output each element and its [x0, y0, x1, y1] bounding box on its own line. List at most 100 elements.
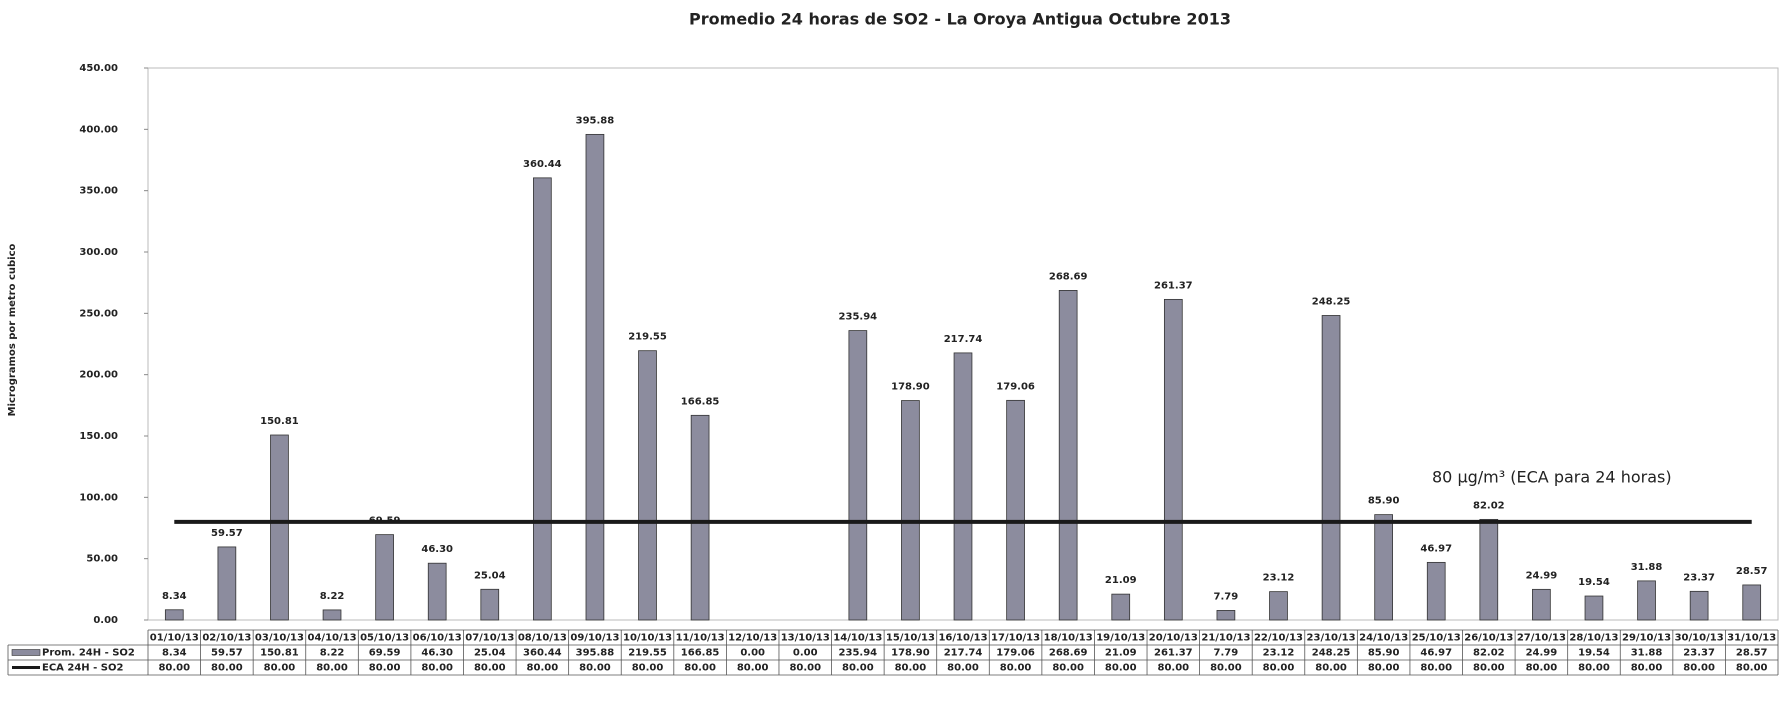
table-cell: 80.00	[369, 663, 401, 674]
y-tick-label: 100.00	[79, 492, 118, 503]
bar	[1742, 584, 1762, 621]
table-cell: 31.88	[1631, 648, 1663, 659]
x-tick-label: 21/10/13	[1201, 633, 1250, 644]
table-cell: 23.37	[1683, 648, 1715, 659]
x-tick-label: 02/10/13	[202, 633, 251, 644]
table-cell: 219.55	[628, 648, 667, 659]
data-label: 219.55	[628, 332, 667, 343]
table-cell: 268.69	[1049, 648, 1088, 659]
table-cell: 261.37	[1154, 648, 1193, 659]
chart-title: Promedio 24 horas de SO2 - La Oroya Anti…	[689, 10, 1231, 29]
bar	[1321, 315, 1341, 621]
table-cell: 80.00	[1736, 663, 1768, 674]
y-tick-label: 250.00	[79, 308, 118, 319]
table-cell: 360.44	[523, 648, 562, 659]
data-label: 21.09	[1105, 575, 1137, 586]
data-label: 25.04	[474, 570, 506, 581]
x-tick-label: 03/10/13	[255, 633, 304, 644]
data-label: 8.22	[320, 591, 345, 602]
table-cell: 80.00	[1000, 663, 1032, 674]
x-tick-label: 05/10/13	[360, 633, 409, 644]
bar	[427, 562, 447, 621]
table-cell: 69.59	[369, 648, 401, 659]
table-cell: 80.00	[527, 663, 559, 674]
table-cell: 80.00	[1526, 663, 1558, 674]
table-cell: 80.00	[1315, 663, 1347, 674]
data-label: 31.88	[1631, 562, 1663, 573]
table-cell: 80.00	[264, 663, 296, 674]
data-label: 28.57	[1736, 566, 1768, 577]
table-cell: 178.90	[891, 648, 930, 659]
x-tick-label: 24/10/13	[1359, 633, 1408, 644]
table-cell: 80.00	[1263, 663, 1295, 674]
x-tick-label: 01/10/13	[150, 633, 199, 644]
x-tick-label: 20/10/13	[1149, 633, 1198, 644]
x-tick-label: 27/10/13	[1517, 633, 1566, 644]
x-tick-label: 13/10/13	[781, 633, 830, 644]
bar	[1163, 298, 1183, 621]
data-label: 24.99	[1526, 570, 1558, 581]
x-tick-label: 17/10/13	[991, 633, 1040, 644]
table-cell: 80.00	[895, 663, 927, 674]
bar	[585, 133, 605, 621]
x-tick-label: 25/10/13	[1412, 633, 1461, 644]
data-label: 150.81	[260, 416, 299, 427]
table-cell: 25.04	[474, 648, 506, 659]
data-label: 261.37	[1154, 280, 1193, 291]
y-axis-label: Microgramos por metro cubico	[7, 243, 18, 416]
table-cell: 80.00	[211, 663, 243, 674]
table-cell: 80.00	[1578, 663, 1610, 674]
data-label: 235.94	[839, 312, 878, 323]
y-tick-label: 150.00	[79, 431, 118, 442]
bar	[217, 546, 237, 621]
table-cell: 80.00	[1631, 663, 1663, 674]
data-label: 82.02	[1473, 500, 1505, 511]
legend-label: ECA 24H - SO2	[42, 663, 123, 674]
table-cell: 80.00	[842, 663, 874, 674]
table-cell: 80.00	[947, 663, 979, 674]
x-tick-label: 08/10/13	[518, 633, 567, 644]
data-label: 59.57	[211, 528, 243, 539]
table-cell: 23.12	[1263, 648, 1295, 659]
table-cell: 21.09	[1105, 648, 1137, 659]
legend-label: Prom. 24H - SO2	[42, 648, 135, 659]
bar	[480, 588, 500, 621]
table-cell: 7.79	[1214, 648, 1239, 659]
table-cell: 80.00	[684, 663, 716, 674]
table-cell: 80.00	[316, 663, 348, 674]
x-tick-label: 30/10/13	[1675, 633, 1724, 644]
table-cell: 395.88	[576, 648, 615, 659]
data-label: 19.54	[1578, 577, 1610, 588]
bar	[1006, 399, 1025, 621]
bar	[690, 414, 710, 621]
table-cell: 80.00	[737, 663, 769, 674]
table-cell: 46.97	[1420, 648, 1452, 659]
table-cell: 248.25	[1312, 648, 1351, 659]
bar	[164, 609, 184, 621]
table-cell: 8.34	[162, 648, 187, 659]
data-label: 248.25	[1312, 296, 1351, 307]
x-tick-label: 04/10/13	[308, 633, 357, 644]
bar	[270, 434, 289, 621]
table-cell: 24.99	[1526, 648, 1558, 659]
x-tick-label: 14/10/13	[833, 633, 882, 644]
bar	[1426, 561, 1446, 621]
table-cell: 80.00	[158, 663, 190, 674]
x-tick-label: 16/10/13	[938, 633, 987, 644]
data-label: 268.69	[1049, 271, 1088, 282]
data-label: 360.44	[523, 159, 562, 170]
bar	[1532, 588, 1551, 621]
table-cell: 80.00	[1052, 663, 1084, 674]
table-cell: 0.00	[793, 648, 818, 659]
table-cell: 80.00	[789, 663, 821, 674]
table-cell: 46.30	[421, 648, 453, 659]
table-cell: 80.00	[1473, 663, 1505, 674]
bar	[1374, 514, 1393, 621]
x-tick-label: 22/10/13	[1254, 633, 1303, 644]
table-cell: 80.00	[632, 663, 664, 674]
table-cell: 80.00	[1683, 663, 1715, 674]
table-cell: 82.02	[1473, 648, 1505, 659]
y-tick-label: 200.00	[79, 370, 118, 381]
y-tick-label: 350.00	[79, 186, 118, 197]
